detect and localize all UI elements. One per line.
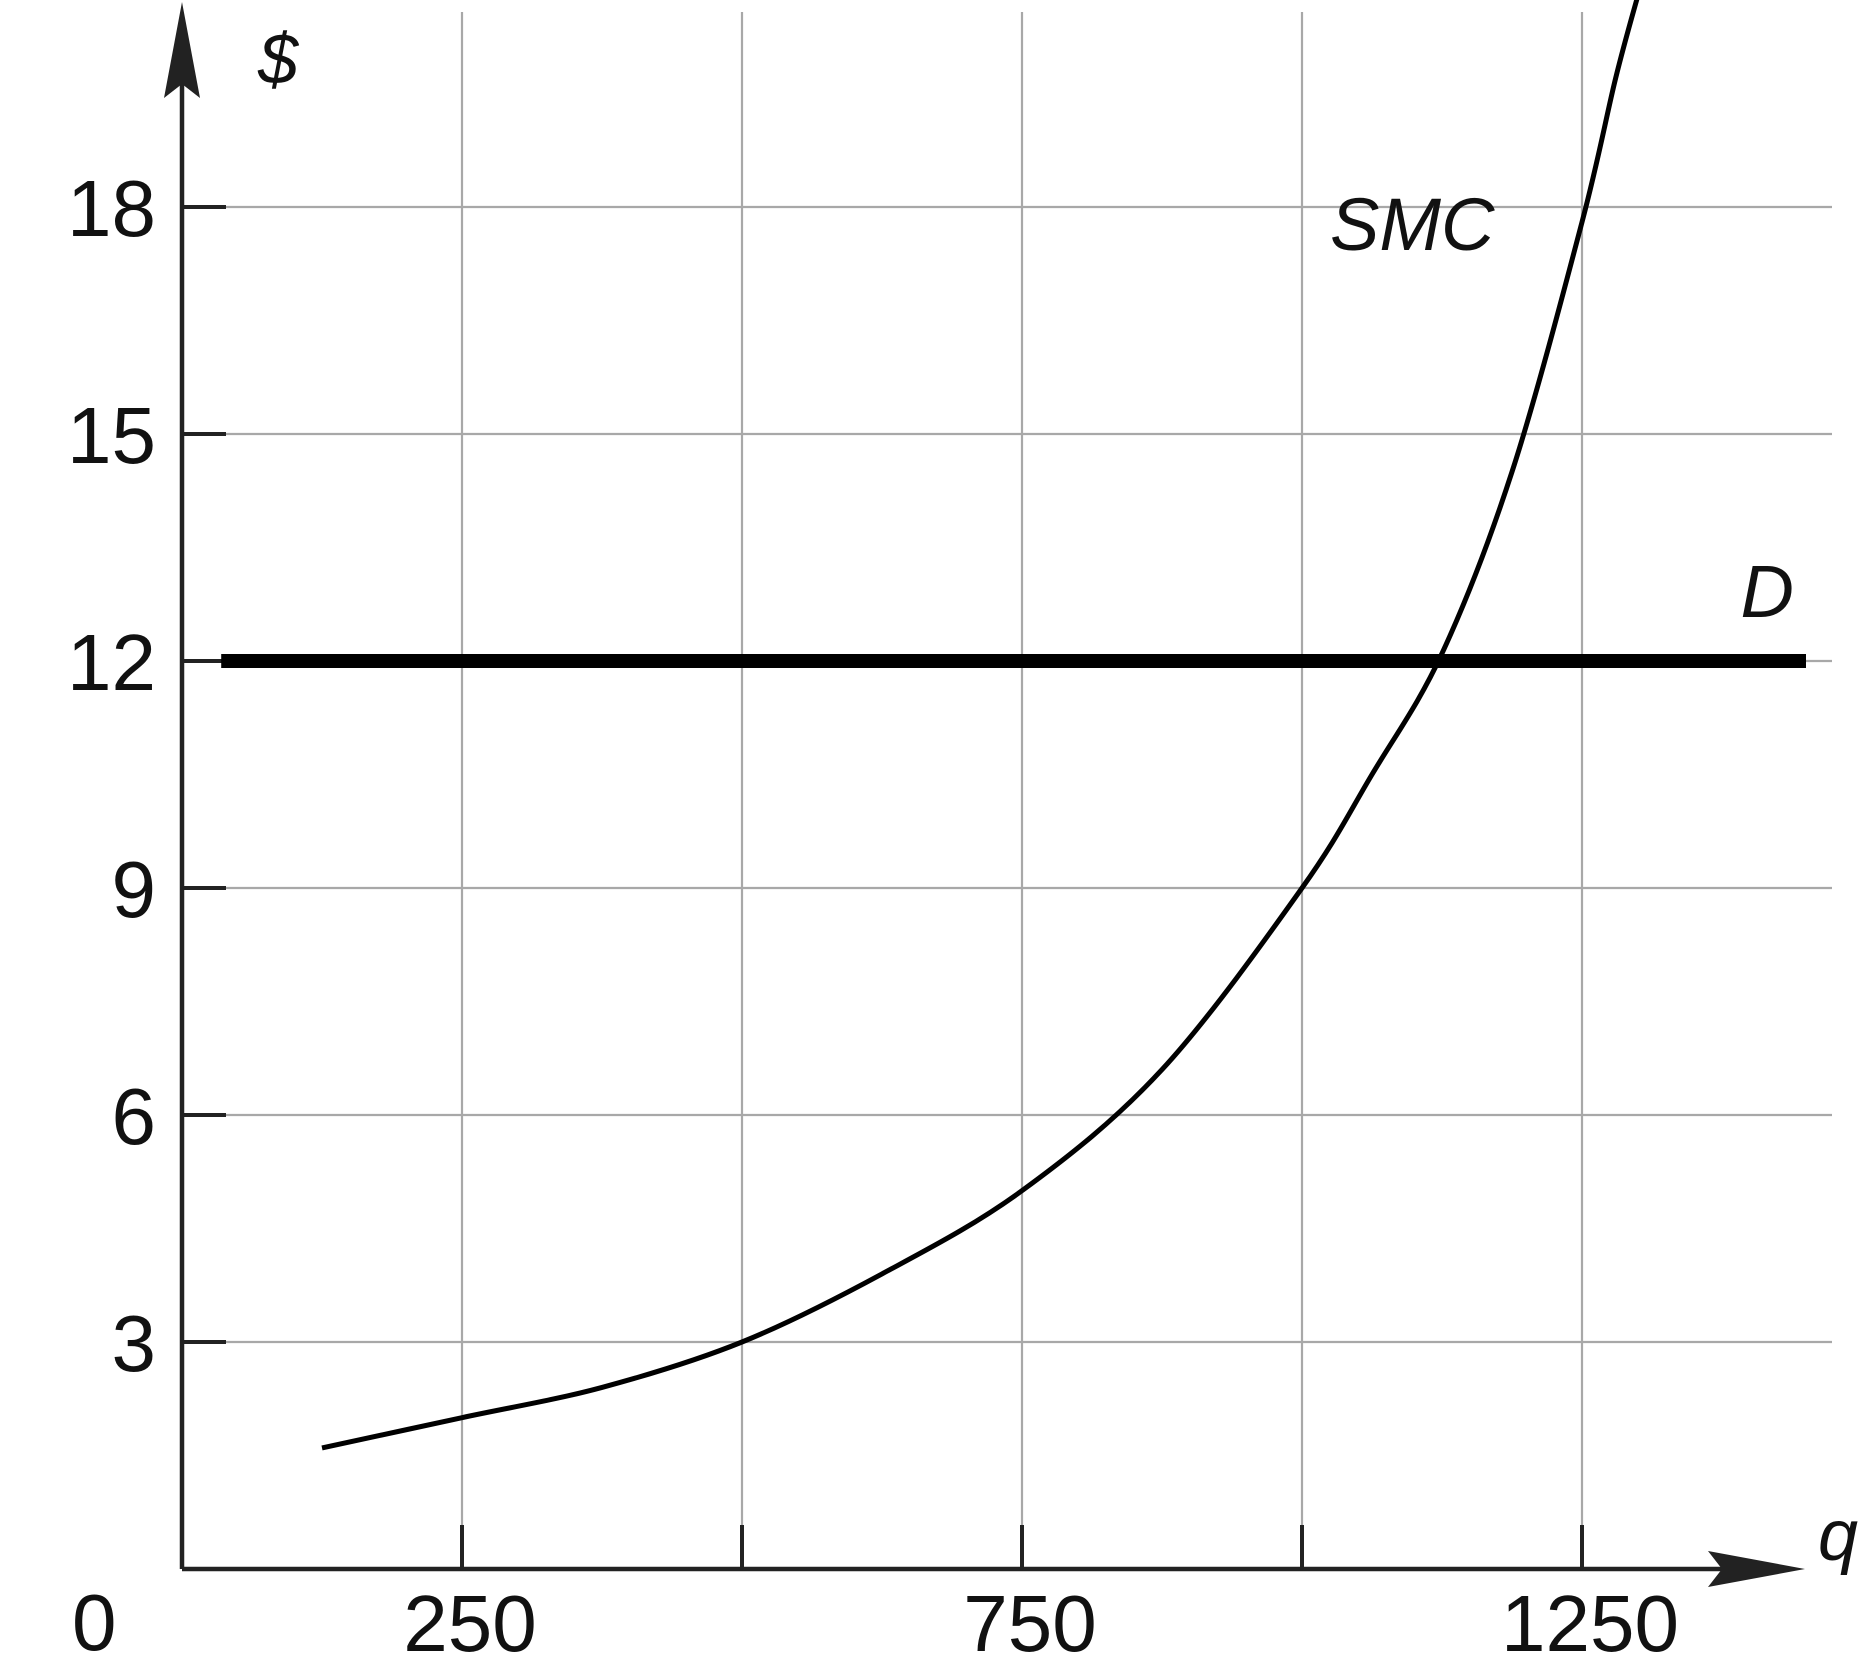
series: SMC D <box>221 0 1806 1451</box>
y-tick-label: 9 <box>112 845 157 934</box>
x-axis-title: q <box>1818 1496 1858 1576</box>
y-tick-label: 15 <box>67 391 156 480</box>
y-axis-arrowhead <box>164 2 200 98</box>
x-tick-label: 1250 <box>1501 1579 1679 1657</box>
y-tick-label: 12 <box>67 618 156 707</box>
x-axis-arrowhead <box>1708 1551 1805 1587</box>
y-tick-label: 3 <box>112 1299 157 1388</box>
labels: $ q 0 <box>72 20 1858 1657</box>
smc-label: SMC <box>1330 183 1495 266</box>
x-tick-label: 250 <box>403 1579 536 1657</box>
y-tick-label: 18 <box>67 164 156 253</box>
axis-ticks: 250 750 1250 3 6 9 12 15 18 <box>67 164 1679 1657</box>
axes <box>164 2 1805 1587</box>
y-axis-title: $ <box>257 20 300 100</box>
y-tick-label: 6 <box>112 1072 157 1161</box>
x-tick-label: 750 <box>963 1579 1096 1657</box>
origin-label: 0 <box>72 1578 117 1657</box>
smc-curve <box>321 0 1640 1451</box>
demand-label: D <box>1741 550 1794 633</box>
grid <box>182 12 1832 1569</box>
